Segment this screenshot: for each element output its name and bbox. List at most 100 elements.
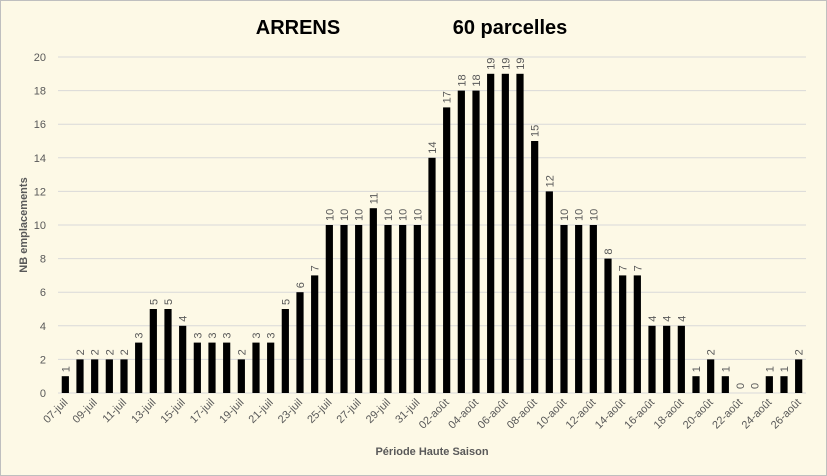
data-label: 10 (412, 209, 424, 221)
y-tick-label: 18 (34, 86, 46, 98)
bar (164, 309, 172, 393)
x-tick-label: 17-juil (188, 397, 217, 426)
data-label: 10 (383, 209, 395, 221)
data-label: 1 (764, 366, 776, 372)
data-label: 3 (192, 332, 204, 338)
bar (120, 359, 128, 393)
data-label: 3 (134, 332, 146, 338)
data-label: 0 (735, 383, 747, 389)
y-tick-label: 16 (34, 119, 46, 131)
data-label: 7 (310, 265, 322, 271)
data-label: 5 (163, 299, 175, 305)
data-label: 3 (207, 332, 219, 338)
x-tick-label: 06-août (476, 397, 511, 432)
data-label: 12 (544, 175, 556, 187)
y-tick-label: 8 (40, 254, 46, 266)
data-label: 1 (720, 366, 732, 372)
bar (208, 342, 216, 393)
x-tick-label: 09-juil (71, 397, 100, 426)
data-label: 10 (574, 209, 586, 221)
bar (252, 342, 260, 393)
bar (501, 73, 509, 394)
bar (560, 225, 568, 393)
bar (135, 342, 143, 393)
bar (340, 225, 348, 393)
data-label: 4 (178, 316, 190, 322)
x-tick-label: 08-août (505, 397, 540, 432)
data-label: 1 (779, 366, 791, 372)
chart-title: ARRENS (256, 17, 340, 39)
x-tick-label: 21-juil (247, 397, 276, 426)
bar (780, 376, 788, 393)
data-label: 10 (559, 209, 571, 221)
bar (296, 292, 304, 393)
data-label: 7 (618, 265, 630, 271)
bar (663, 325, 671, 393)
data-label: 4 (676, 316, 688, 322)
bar (237, 359, 245, 393)
chart-subtitle: 60 parcelles (453, 17, 568, 39)
bar (457, 90, 465, 393)
x-tick-label: 04-août (446, 397, 481, 432)
x-tick-label: 23-juil (276, 397, 305, 426)
bar (721, 376, 729, 393)
data-label: 8 (603, 248, 615, 254)
bar (692, 376, 700, 393)
data-label: 2 (119, 349, 131, 355)
x-tick-label: 14-août (593, 397, 628, 432)
x-tick-label: 24-août (740, 397, 775, 432)
bar (149, 309, 157, 393)
data-label: 14 (427, 142, 439, 154)
bar (281, 309, 289, 393)
bar (765, 376, 773, 393)
y-tick-label: 14 (34, 153, 46, 165)
bar (105, 359, 113, 393)
x-tick-label: 27-juil (335, 397, 364, 426)
data-label: 11 (368, 193, 380, 204)
bar (355, 225, 363, 393)
data-label: 19 (515, 58, 527, 70)
y-tick-label: 4 (40, 321, 46, 333)
bar (472, 90, 480, 393)
data-label: 17 (442, 91, 454, 103)
bar (487, 73, 495, 394)
data-label: 19 (486, 58, 498, 70)
data-label: 5 (280, 299, 292, 305)
x-tick-label: 12-août (564, 397, 599, 432)
bar (648, 325, 656, 393)
bar (428, 157, 436, 393)
data-label: 2 (236, 349, 248, 355)
bar (707, 359, 715, 393)
data-label: 18 (456, 74, 468, 86)
bar (633, 275, 641, 393)
data-label: 10 (354, 209, 366, 221)
bar (604, 258, 612, 393)
bar (61, 376, 69, 393)
data-label: 2 (75, 349, 87, 355)
data-label: 2 (706, 349, 718, 355)
data-label: 2 (90, 349, 102, 355)
data-label: 3 (266, 332, 278, 338)
data-label: 18 (471, 74, 483, 86)
data-label: 7 (632, 265, 644, 271)
data-label: 1 (60, 366, 72, 372)
data-label: 3 (222, 332, 234, 338)
bar (795, 359, 803, 393)
data-label: 10 (588, 209, 600, 221)
bar (369, 208, 377, 393)
y-tick-label: 20 (34, 52, 46, 64)
data-label: 1 (691, 366, 703, 372)
bar (677, 325, 685, 393)
y-tick-label: 12 (34, 186, 46, 198)
x-tick-label: 26-août (769, 397, 804, 432)
data-label: 2 (794, 349, 806, 355)
data-label: 10 (324, 209, 336, 221)
x-tick-label: 18-août (652, 397, 687, 432)
y-tick-label: 0 (40, 388, 46, 400)
y-tick-label: 2 (40, 354, 46, 366)
bar (179, 325, 187, 393)
bar (399, 225, 407, 393)
x-tick-label: 19-juil (217, 397, 246, 426)
x-tick-label: 29-juil (364, 397, 393, 426)
